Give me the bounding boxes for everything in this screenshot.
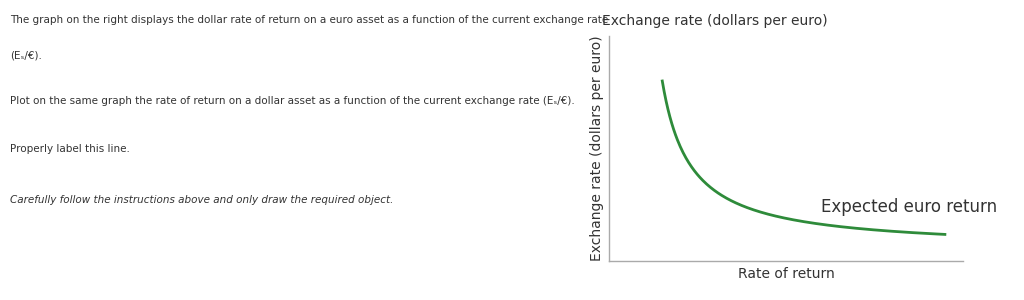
Text: (Eₛ/€).: (Eₛ/€). — [10, 51, 42, 61]
Text: The graph on the right displays the dollar rate of return on a euro asset as a f: The graph on the right displays the doll… — [10, 15, 608, 25]
Text: Plot on the same graph the rate of return on a dollar asset as a function of the: Plot on the same graph the rate of retur… — [10, 96, 575, 106]
Text: Carefully follow the instructions above and only draw the required object.: Carefully follow the instructions above … — [10, 195, 393, 205]
Y-axis label: Exchange rate (dollars per euro): Exchange rate (dollars per euro) — [590, 36, 604, 261]
Text: Properly label this line.: Properly label this line. — [10, 144, 130, 154]
X-axis label: Rate of return: Rate of return — [737, 267, 835, 280]
Text: Expected euro return: Expected euro return — [821, 197, 997, 215]
Text: Exchange rate (dollars per euro): Exchange rate (dollars per euro) — [602, 14, 827, 28]
